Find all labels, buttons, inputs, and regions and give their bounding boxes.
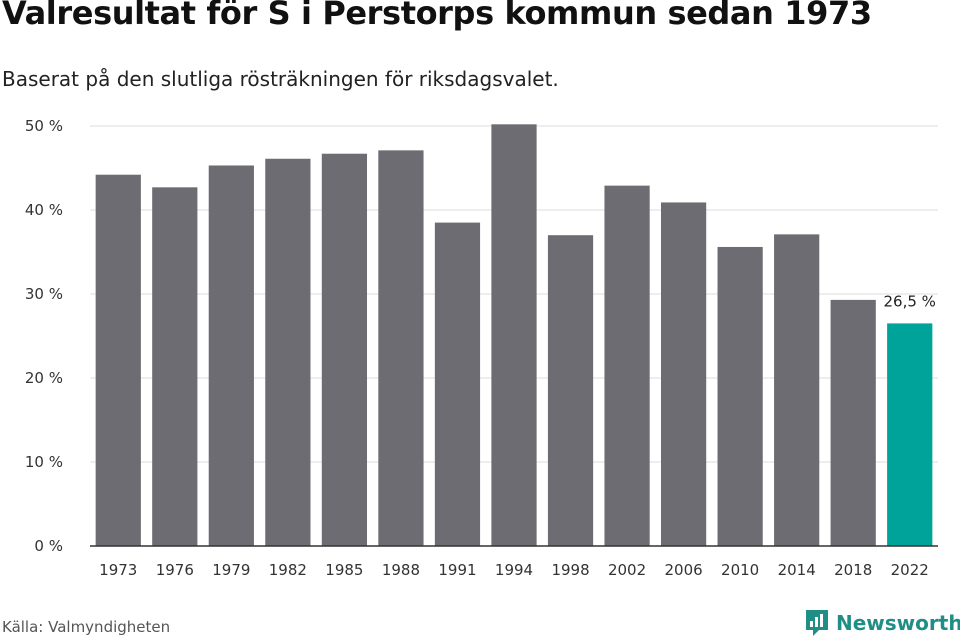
brand-name: Newsworthy (836, 611, 960, 635)
bar-2022 (887, 323, 933, 546)
x-tick-label: 1994 (495, 561, 533, 579)
x-tick-label: 1979 (212, 561, 250, 579)
axes: 0 % 10 % 20 % 30 % 40 % 50 % 1973 1976 1979 1982 1… (25, 117, 938, 579)
x-tick-label: 2006 (665, 561, 703, 579)
chart-title: Valresultat för S i Perstorps kommun sed… (2, 0, 872, 32)
newsworthy-logo-icon (806, 610, 828, 636)
data-label-2022: 26,5 % (884, 292, 936, 310)
x-tick-label: 1985 (325, 561, 363, 579)
y-tick-label: 20 % (25, 369, 63, 387)
bar-2014 (774, 234, 820, 547)
bars (95, 124, 933, 547)
x-tick-label: 2018 (834, 561, 872, 579)
chart-subtitle: Baserat på den slutliga rösträkningen fö… (2, 67, 559, 91)
x-tick-label: 1976 (156, 561, 194, 579)
bar-chart: 0 % 10 % 20 % 30 % 40 % 50 % 1973 1976 1979 1982 1… (25, 117, 938, 579)
x-tick-label: 2010 (721, 561, 759, 579)
bar-1998 (547, 235, 594, 546)
bar-1979 (208, 165, 254, 547)
bar-1985 (321, 153, 368, 546)
x-tick-label: 1982 (269, 561, 307, 579)
bar-1988 (378, 150, 424, 547)
bar-2010 (717, 246, 763, 546)
bar-1991 (434, 222, 481, 546)
x-tick-label: 2002 (608, 561, 646, 579)
bar-1994 (491, 124, 537, 546)
bar-2006 (660, 202, 707, 546)
x-tick-label: 2022 (891, 561, 929, 579)
bar-1976 (152, 187, 198, 546)
bar-2018 (830, 299, 876, 546)
bar-1973 (95, 174, 141, 546)
x-tick-label: 1988 (382, 561, 420, 579)
bar-1982 (265, 158, 311, 546)
x-tick-label: 1998 (551, 561, 589, 579)
bar-2002 (604, 185, 650, 546)
source-note: Källa: Valmyndigheten (2, 618, 171, 636)
brand-logo: Newsworthy (804, 608, 960, 638)
y-tick-label: 40 % (25, 201, 63, 219)
y-tick-label: 30 % (25, 285, 63, 303)
y-tick-label: 0 % (34, 537, 63, 555)
x-tick-label: 1991 (438, 561, 476, 579)
y-tick-label: 50 % (25, 117, 63, 135)
x-tick-label: 2014 (778, 561, 816, 579)
y-tick-label: 10 % (25, 453, 63, 471)
x-tick-label: 1973 (99, 561, 137, 579)
